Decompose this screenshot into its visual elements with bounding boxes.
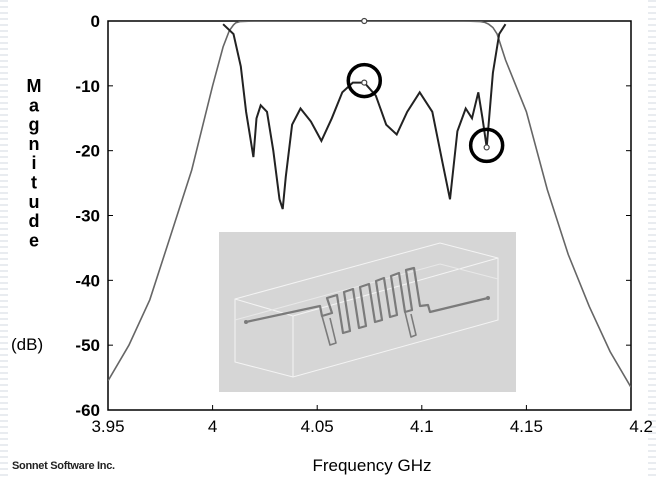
data-point-marker [361,79,368,86]
data-markers [361,17,490,151]
inset-filter-trace [245,266,489,346]
data-point-marker [483,144,490,151]
y-tick-label: -30 [75,207,100,226]
y-tick-label: 0 [91,12,100,31]
side-stripe-right [648,0,656,478]
footer-credit: Sonnet Software Inc. [12,460,115,472]
annotation-circles [346,62,505,164]
x-tick-labels: 3.95 4 4.05 4.1 4.15 4.2 [91,417,653,436]
annotation-circle [468,127,505,164]
y-tick-label: -20 [75,142,100,161]
series-line-passband [108,21,631,388]
series-line-return-loss [222,23,507,210]
y-axis-unit: (dB) [11,335,43,354]
y-tick-label: -60 [75,401,100,420]
annotation-circle [346,62,383,99]
y-tick-label: -40 [75,271,100,290]
y-tick-label: -10 [75,77,100,96]
inset-port-left [244,320,248,324]
axis-ticks [107,20,632,411]
inset-background [219,232,516,392]
x-tick-label: 4.2 [629,417,653,436]
data-point-marker [361,17,368,25]
x-tick-label: 3.95 [91,417,124,436]
inset-circuit-image [219,232,516,392]
y-tick-labels: 0 -10 -20 -30 -40 -50 -60 [75,12,100,420]
x-tick-label: 4 [208,417,217,436]
inset-substrate-box [234,242,499,378]
y-tick-label: -50 [75,336,100,355]
side-stripe-left [0,0,8,478]
x-axis-label: Frequency GHz [312,456,431,475]
inset-port-right [486,296,490,300]
x-tick-label: 4.1 [410,417,434,436]
x-tick-label: 4.15 [510,417,543,436]
x-tick-label: 4.05 [301,417,334,436]
